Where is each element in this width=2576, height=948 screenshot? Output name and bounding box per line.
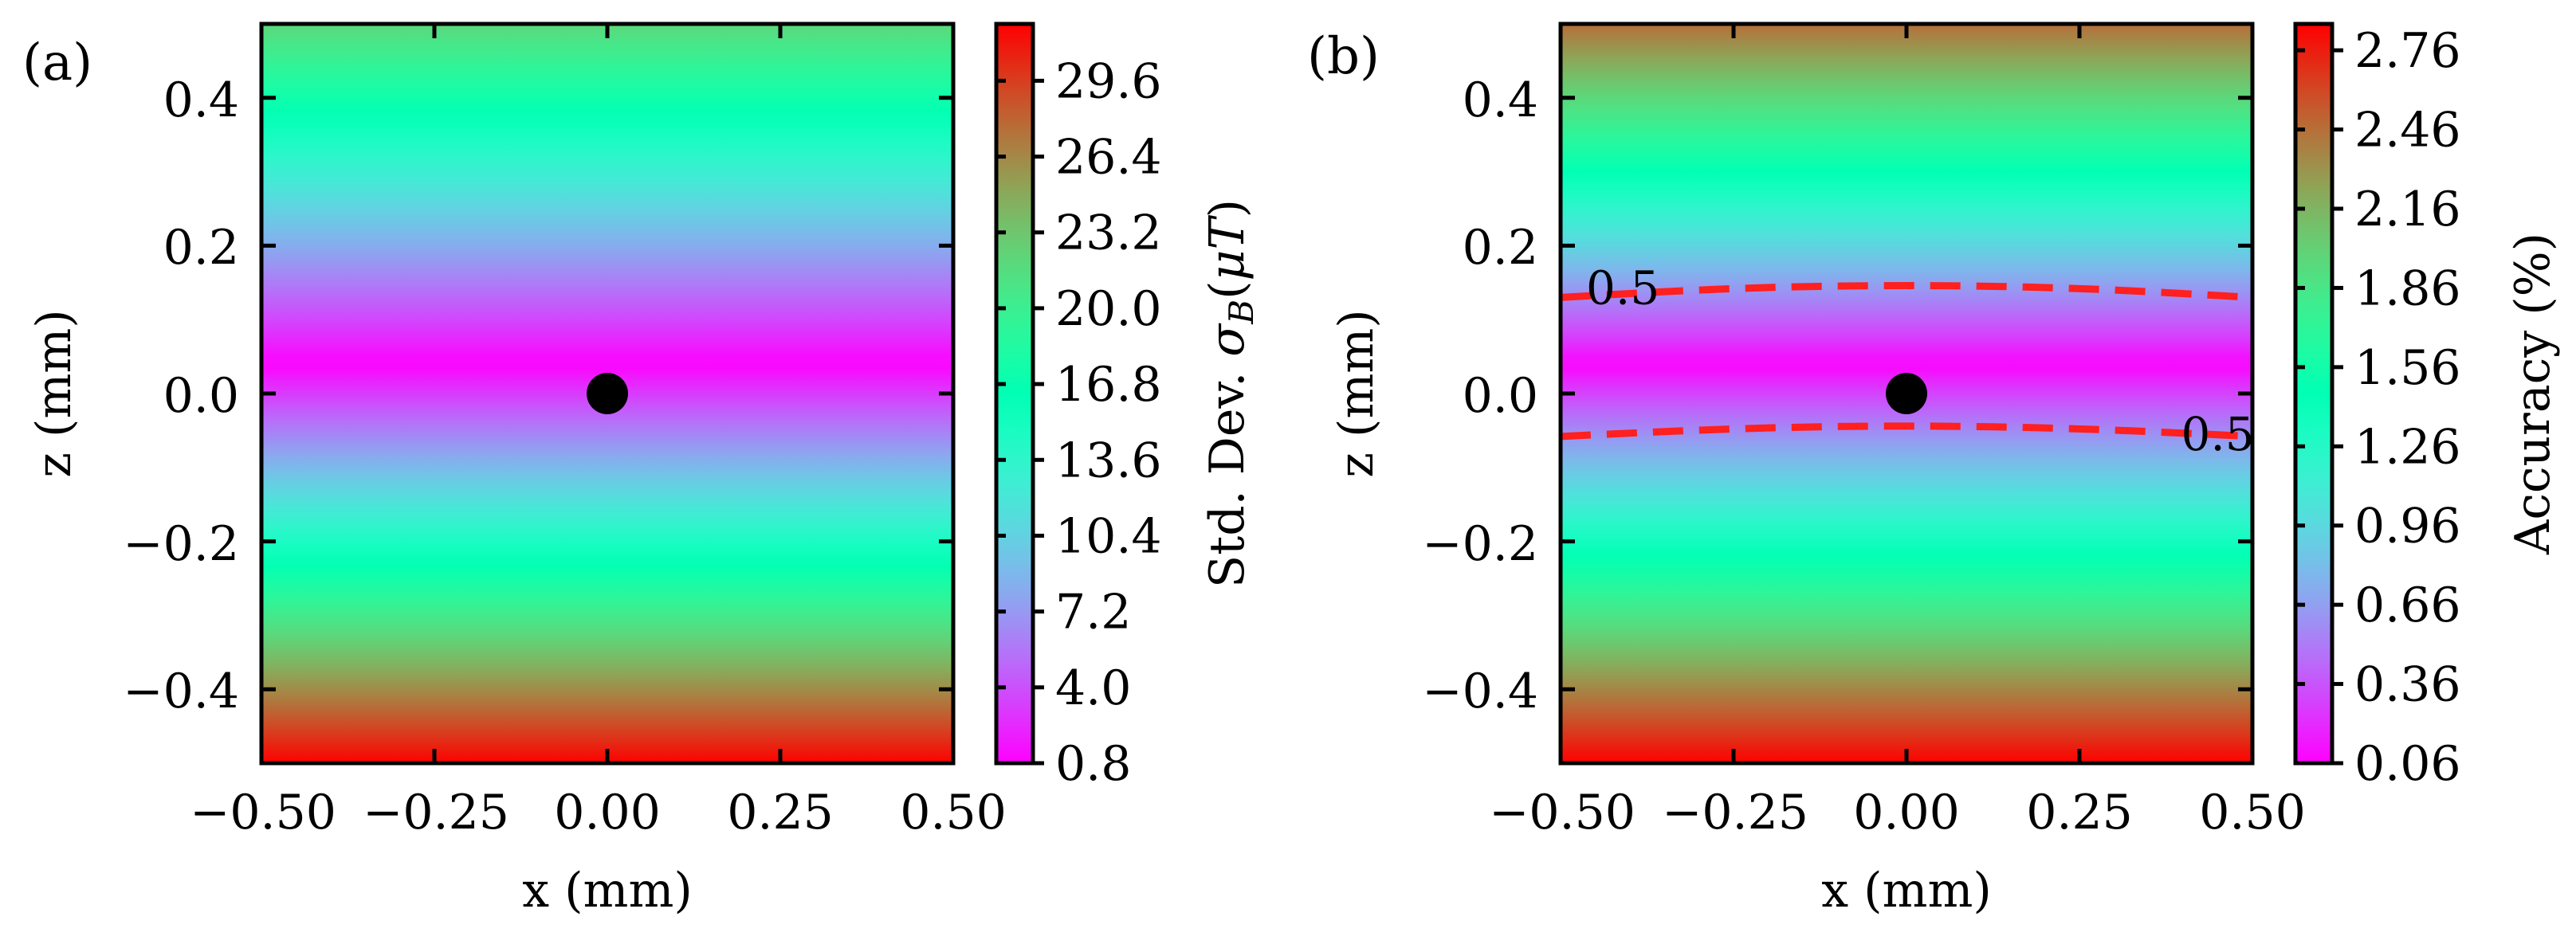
panel-b-contour-label-upper: 0.5 bbox=[1586, 261, 1659, 315]
panel-a-frame bbox=[259, 22, 956, 766]
panel-b-xtick-label-3: 0.25 bbox=[2026, 785, 2133, 840]
panel-b-xtick-label-0: −0.50 bbox=[1489, 785, 1636, 840]
panel-a-xtick-label-0: −0.50 bbox=[190, 785, 336, 840]
panel-b-colorbar-tick-label-7: 2.16 bbox=[2354, 182, 2461, 237]
panel-a-xtick-label-1: −0.25 bbox=[363, 785, 509, 840]
panel-b-contour-label-lower: 0.5 bbox=[2181, 407, 2254, 461]
panel-a-colorbar-label-sub: B bbox=[1222, 300, 1261, 325]
panel-b-colorbar-tick-label-0: 0.06 bbox=[2354, 736, 2461, 792]
panel-a-colorbar-label: Std. Dev. σB(μT) bbox=[1200, 199, 1261, 588]
panel-a-colorbar-tick-label-9: 29.6 bbox=[1055, 53, 1162, 109]
panel-b-ytick-label-1: −0.2 bbox=[1422, 516, 1538, 572]
panel-b-ytick-label-2: 0.0 bbox=[1463, 368, 1538, 424]
panel-a-colorbar-label-open: ( bbox=[1200, 280, 1255, 299]
panel-b-xtick-label-1: −0.25 bbox=[1662, 785, 1808, 840]
panel-b-colorbar-tick-label-9: 2.76 bbox=[2354, 23, 2461, 79]
panel-a-ytick-label-0: −0.4 bbox=[123, 664, 239, 719]
panel-a-colorbar-label-sigma: σ bbox=[1200, 323, 1255, 357]
panel-a-ytick-label-3: 0.2 bbox=[163, 220, 239, 276]
panel-b-colorbar-tick-label-8: 2.46 bbox=[2354, 103, 2461, 159]
panel-a-colorbar-frame bbox=[994, 22, 1035, 766]
panel-b-colorbar-tick-label-6: 1.86 bbox=[2354, 261, 2461, 316]
panel-b-label: (b) bbox=[1307, 27, 1380, 86]
panel-a-marker bbox=[587, 373, 628, 414]
panel-a-xtick-label-3: 0.25 bbox=[727, 785, 834, 840]
panel-a-colorbar-tick-label-3: 10.4 bbox=[1055, 508, 1162, 564]
panel-a-label: (a) bbox=[22, 33, 92, 92]
panel-b-ytick-label-0: −0.4 bbox=[1422, 664, 1538, 719]
panel-b-marker bbox=[1886, 373, 1927, 414]
panel-a-colorbar-tick-label-0: 0.8 bbox=[1055, 736, 1131, 792]
panel-b-colorbar-label: Accuracy (%) bbox=[2505, 233, 2561, 555]
panel-a-ytick-label-2: 0.0 bbox=[163, 368, 239, 424]
panel-a-colorbar-tick-label-6: 20.0 bbox=[1055, 281, 1162, 337]
panel-b-colorbar bbox=[2295, 24, 2332, 763]
panel-a-colorbar-tick-label-2: 7.2 bbox=[1055, 585, 1131, 640]
panel-a-colorbar bbox=[996, 24, 1033, 763]
panel-a-ytick-label-1: −0.2 bbox=[123, 516, 239, 572]
panel-a-colorbar-tick-label-1: 4.0 bbox=[1055, 660, 1131, 716]
panel-a-colorbar-tick-label-4: 13.6 bbox=[1055, 433, 1162, 488]
panel-a-colorbar-tick-label-8: 26.4 bbox=[1055, 130, 1162, 186]
panel-a-ticks bbox=[259, 24, 956, 763]
panel-b-xtick-label-4: 0.50 bbox=[2199, 785, 2306, 840]
panel-a-xtick-label-4: 0.50 bbox=[900, 785, 1007, 840]
panel-b-colorbar-ticks bbox=[2295, 48, 2343, 766]
panel-a-xtick-label-2: 0.00 bbox=[554, 785, 661, 840]
panel-b-colorbar-tick-label-5: 1.56 bbox=[2354, 340, 2461, 396]
panel-a-colorbar-label-close: ) bbox=[1200, 199, 1255, 217]
panel-a-ytick-label-4: 0.4 bbox=[163, 72, 239, 128]
panel-a-x-axis-label: x (mm) bbox=[522, 863, 693, 919]
panel-b-contour-lower bbox=[1560, 422, 2253, 441]
panel-b-frame bbox=[1558, 22, 2255, 766]
panel-a-colorbar-label-main: Std. Dev. bbox=[1200, 357, 1255, 588]
panel-b-colorbar-tick-label-1: 0.36 bbox=[2354, 657, 2461, 713]
panel-a-colorbar-tick-label-5: 16.8 bbox=[1055, 357, 1162, 413]
panel-a-y-axis-label: z (mm) bbox=[26, 309, 82, 477]
panel-b-xtick-label-2: 0.00 bbox=[1853, 785, 1960, 840]
panel-b-contour-upper bbox=[1560, 282, 2253, 301]
panel-b-ytick-label-3: 0.2 bbox=[1463, 220, 1538, 276]
panel-b-y-axis-label: z (mm) bbox=[1329, 309, 1384, 477]
panel-a: (a) −0.50 −0.25 0.00 0.25 0.50 0.4 0.2 0… bbox=[22, 22, 1261, 919]
panel-b: (b) 0.5 0.5 −0.50 −0.25 0.00 0.25 0.50 0… bbox=[1307, 22, 2561, 919]
panel-b-colorbar-frame bbox=[2293, 22, 2334, 766]
panel-a-colorbar-tick-label-7: 23.2 bbox=[1055, 206, 1162, 261]
panel-a-colorbar-label-unit: T bbox=[1200, 214, 1255, 249]
panel-a-colorbar-label-mu: μ bbox=[1200, 249, 1255, 280]
panel-b-colorbar-tick-label-3: 0.96 bbox=[2354, 499, 2461, 554]
panel-b-x-axis-label: x (mm) bbox=[1821, 863, 1992, 919]
panel-b-ytick-label-4: 0.4 bbox=[1463, 72, 1538, 128]
panel-b-colorbar-tick-label-4: 1.26 bbox=[2354, 419, 2461, 475]
panel-b-colorbar-tick-label-2: 0.66 bbox=[2354, 578, 2461, 633]
